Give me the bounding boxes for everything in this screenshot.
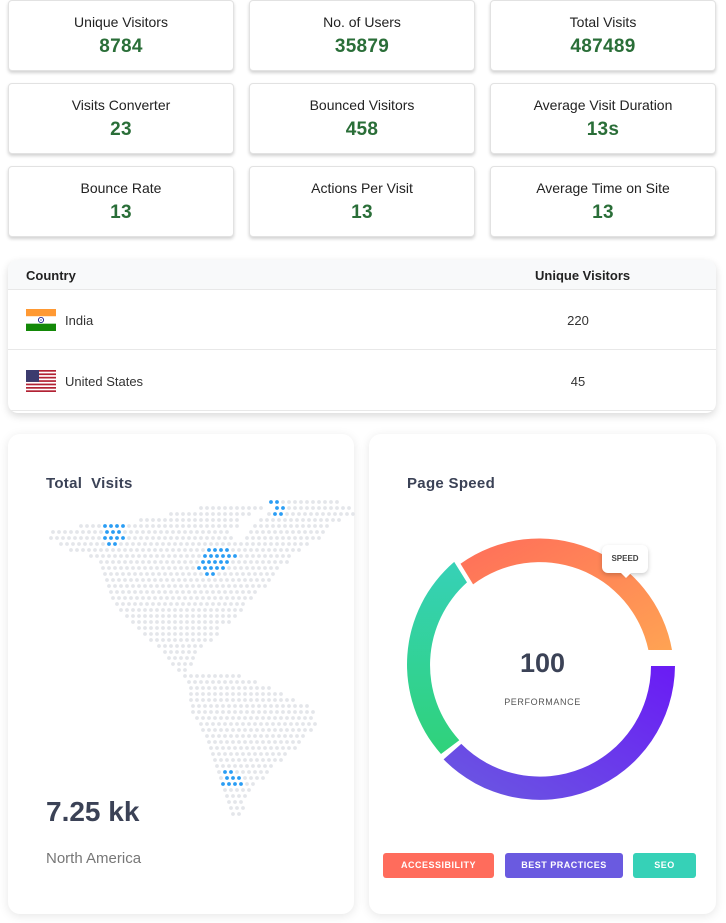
stat-label: Total Visits — [569, 14, 637, 30]
performance-label: PERFORMANCE — [504, 697, 581, 707]
total-visits-card: Total Visits 7.25 kk North America — [8, 434, 355, 914]
column-header-country[interactable]: Country — [26, 268, 76, 283]
stat-card-users: No. of Users 35879 — [249, 0, 475, 71]
legend-accessibility[interactable]: ACCESSIBILITY — [383, 853, 494, 878]
speed-tooltip: SPEED — [602, 545, 648, 578]
stat-value: 487489 — [570, 36, 636, 57]
country-visitors: 220 — [567, 313, 589, 328]
stat-label: Actions Per Visit — [311, 180, 413, 196]
stat-card-actions-per-visit: Actions Per Visit 13 — [249, 166, 475, 237]
performance-score: 100 — [519, 648, 566, 678]
stat-card-bounced-visitors: Bounced Visitors 458 — [249, 83, 475, 154]
stat-value: 13 — [351, 202, 373, 223]
stat-value: 13 — [110, 202, 132, 223]
stat-card-bounce-rate: Bounce Rate 13 — [8, 166, 234, 237]
india-flag-icon — [26, 309, 56, 331]
stat-card-avg-visit-duration: Average Visit Duration 13s — [490, 83, 716, 154]
total-visits-title: Total Visits — [46, 475, 133, 492]
stat-label: Unique Visitors — [74, 14, 168, 30]
stat-card-avg-time-on-site: Average Time on Site 13 — [490, 166, 716, 237]
stat-label: Average Time on Site — [536, 180, 670, 196]
table-row[interactable]: India 220 — [8, 290, 716, 350]
stat-label: Bounce Rate — [80, 180, 162, 196]
table-row[interactable]: United States 45 — [8, 351, 716, 411]
stat-card-unique-visitors: Unique Visitors 8784 — [8, 0, 234, 71]
stat-value: 458 — [345, 119, 379, 140]
country-table: Country Unique Visitors India 220 — [8, 260, 716, 413]
stat-value: 35879 — [334, 36, 390, 57]
country-name: United States — [65, 374, 144, 389]
stat-value: 13s — [586, 119, 620, 140]
legend-best-practices[interactable]: BEST PRACTICES — [505, 853, 623, 878]
us-flag-icon — [26, 370, 56, 392]
stat-card-visits-converter: Visits Converter 23 — [8, 83, 234, 154]
americas-map-icon — [49, 500, 355, 816]
stat-label: No. of Users — [323, 14, 401, 30]
country-name: India — [65, 313, 94, 328]
total-visits-value: 7.25 kk — [46, 796, 140, 827]
stat-label: Bounced Visitors — [309, 97, 415, 113]
stat-label: Visits Converter — [71, 97, 171, 113]
legend-seo[interactable]: SEO — [633, 853, 696, 878]
table-header: Country Unique Visitors — [8, 260, 716, 290]
stat-label: Average Visit Duration — [533, 97, 673, 113]
stat-value: 23 — [110, 119, 132, 140]
donut-segment-seo[interactable] — [407, 561, 467, 754]
region-label: North America — [46, 850, 142, 867]
stat-value: 8784 — [99, 36, 143, 57]
page-speed-card: Page Speed 100 PERFORMANCE SPEED ACCESSI… — [369, 434, 716, 914]
donut-segment-best-practices[interactable] — [443, 666, 675, 800]
stat-card-total-visits: Total Visits 487489 — [490, 0, 716, 71]
column-header-unique-visitors[interactable]: Unique Visitors — [535, 268, 631, 283]
country-visitors: 45 — [570, 374, 586, 389]
page-speed-title: Page Speed — [407, 475, 496, 492]
stat-value: 13 — [592, 202, 614, 223]
